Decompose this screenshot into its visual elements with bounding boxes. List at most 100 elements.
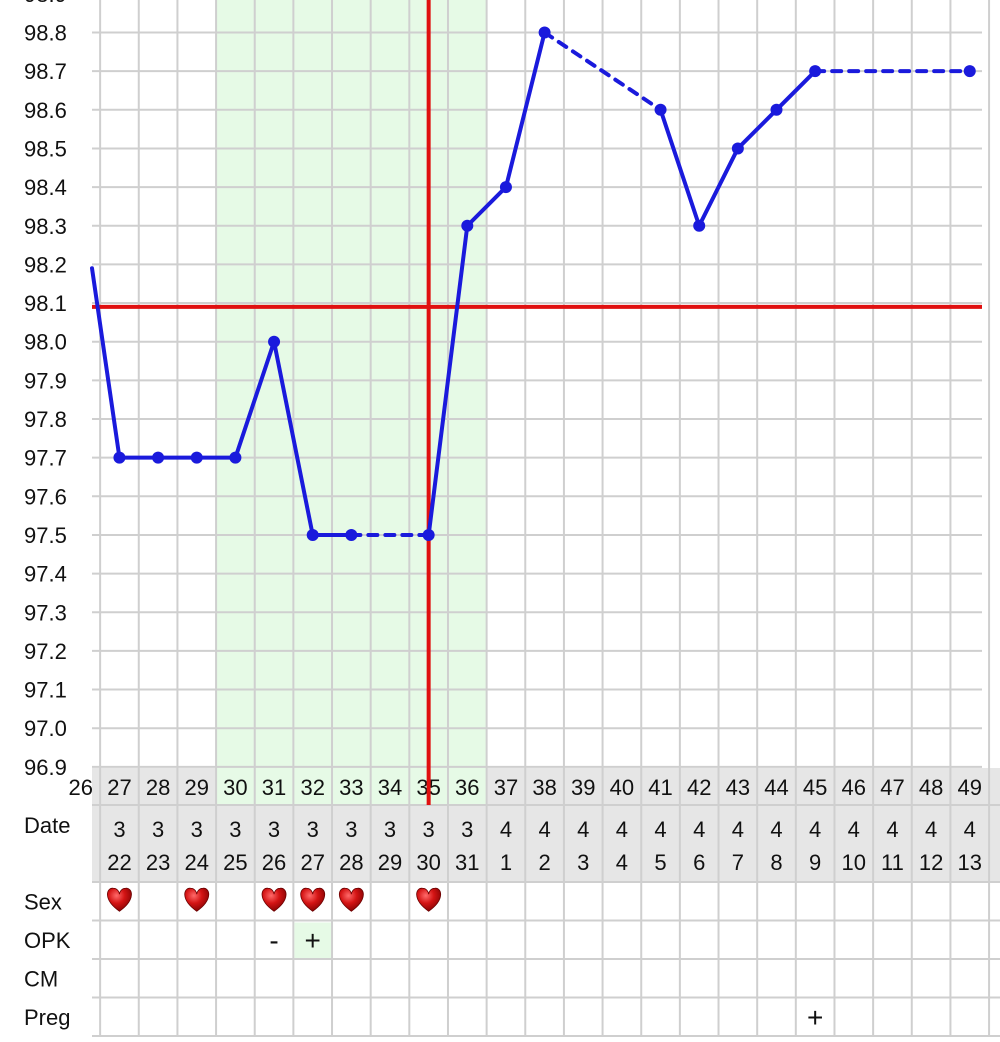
cycle-day-label: 28 [146,775,170,800]
cycle-day-label: 40 [610,775,634,800]
series-segment [735,107,779,151]
temperature-point [152,451,165,464]
date-month: 3 [345,817,357,842]
row-label-opk: OPK [24,928,71,953]
cycle-day-label: 31 [262,775,286,800]
y-tick-label: 98.5 [24,136,67,161]
date-month: 3 [423,817,435,842]
y-tick-label: 97.2 [24,639,67,664]
heart-icon [338,887,364,912]
heart-icon [261,887,287,912]
date-month: 4 [654,817,666,842]
y-tick-label: 98.4 [24,175,67,200]
temperature-point [345,528,358,541]
temperature-point [499,181,512,194]
date-month: 4 [732,817,744,842]
date-day: 10 [842,850,866,875]
cycle-day-label: 26 [69,775,93,800]
date-month: 4 [538,817,550,842]
temperature-point [538,26,551,39]
date-month: 4 [616,817,628,842]
temperature-point [654,103,667,116]
y-tick-label: 97.9 [24,368,67,393]
axis-header-rows: 2627282930313233343536373839404142434445… [24,775,982,875]
y-tick-label: 97.4 [24,562,67,587]
date-month: 3 [461,817,473,842]
temperature-point [461,219,474,232]
fertile-window-band [216,0,487,805]
temperature-point [731,142,744,155]
date-day: 9 [809,850,821,875]
date-month: 4 [809,817,821,842]
cycle-day-label: 37 [494,775,518,800]
row-label-sex: Sex [24,889,62,914]
cycle-day-label: 34 [378,775,402,800]
cycle-day-label: 33 [339,775,363,800]
date-day: 25 [223,850,247,875]
date-day: 26 [262,850,286,875]
fertile-window [92,0,1000,882]
cycle-day-label: 41 [648,775,672,800]
heart-icon [416,887,442,912]
heart-icon [300,887,326,912]
temperature-point [963,65,976,78]
temperature-point [809,65,822,78]
series-segment [272,339,315,537]
date-day: 22 [107,850,131,875]
y-tick-label: 98.1 [24,291,67,316]
reference-lines [92,0,982,805]
date-day: 8 [770,850,782,875]
row-mark: - [269,925,278,956]
date-day: 1 [500,850,512,875]
cycle-day-label: 49 [958,775,982,800]
date-day: 27 [300,850,324,875]
cycle-day-label: 32 [300,775,324,800]
y-tick-label: 98.0 [24,330,67,355]
cycle-day-label: 45 [803,775,827,800]
y-tick-label: 97.1 [24,678,67,703]
y-tick-label: 97.7 [24,446,67,471]
series-segment [658,107,702,228]
date-day: 30 [416,850,440,875]
date-day: 29 [378,850,402,875]
date-month: 4 [964,817,976,842]
heart-icon [107,887,132,912]
date-month: 4 [577,817,589,842]
date-month: 3 [307,817,319,842]
temperature-point [422,528,435,541]
temperature-point [770,103,783,116]
cycle-day-label: 48 [919,775,943,800]
date-day: 13 [958,850,982,875]
gridlines [92,0,1000,1037]
date-row-bg [92,805,1000,882]
series-segment [774,69,818,112]
opk-highlight [294,922,332,958]
y-tick-label: 97.8 [24,407,67,432]
y-tick-label: 98.6 [24,98,67,123]
temperature-point [229,451,242,464]
date-day: 28 [339,850,363,875]
date-day: 23 [146,850,170,875]
cycle-day-label: 30 [223,775,247,800]
y-tick-label: 97.5 [24,523,67,548]
temperature-series [90,26,976,541]
y-tick-label: 98.8 [24,21,67,46]
series-segment [90,266,122,460]
date-day: 5 [654,850,666,875]
date-month: 3 [152,817,164,842]
temperature-point [190,451,203,464]
y-axis: 98.9 98.8 98.7 98.6 98.5 98.4 98.3 98.2 98.1 98.0… [24,0,67,780]
y-tick-label: 98.7 [24,59,67,84]
date-day: 2 [538,850,550,875]
date-day: 6 [693,850,705,875]
heart-icon [184,887,210,912]
temperature-point [113,451,126,464]
date-month: 4 [693,817,705,842]
date-month: 4 [770,817,782,842]
y-tick-label: 98.2 [24,252,67,277]
date-month: 4 [925,817,937,842]
temperature-point [268,335,281,348]
temperature-point [693,219,706,232]
